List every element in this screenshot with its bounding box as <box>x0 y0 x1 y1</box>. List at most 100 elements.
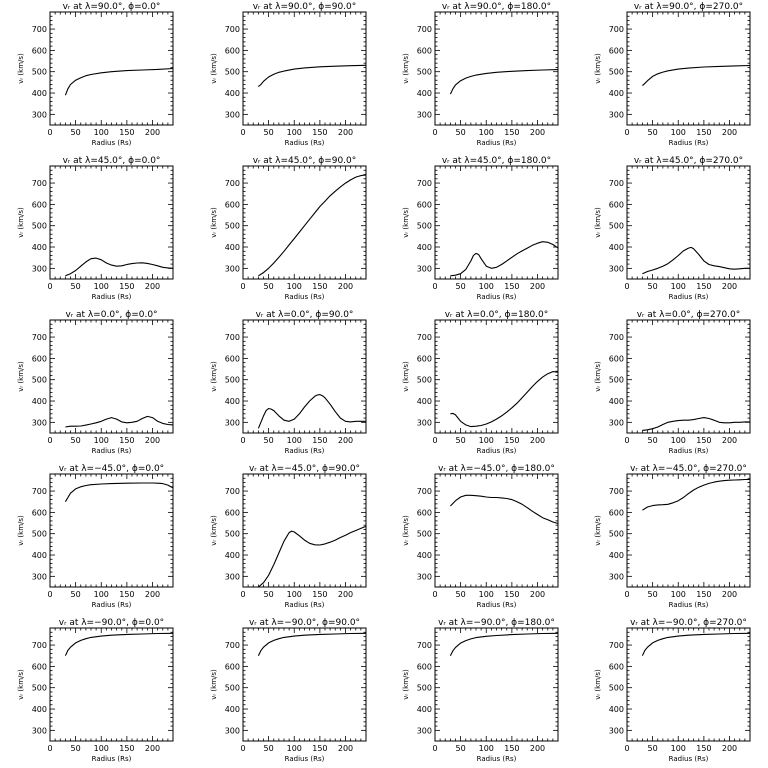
x-tick-label: 50 <box>71 282 81 291</box>
x-axis-label: Radius (Rs) <box>92 447 132 455</box>
y-tick-label: 300 <box>609 726 624 735</box>
y-tick-label: 700 <box>225 25 240 34</box>
x-tick-label: 0 <box>624 590 629 599</box>
x-axis-label: Radius (Rs) <box>669 293 709 301</box>
x-tick-label: 50 <box>648 590 658 599</box>
x-tick-label: 100 <box>671 128 686 137</box>
series-line <box>257 394 366 429</box>
x-axis-label: Radius (Rs) <box>92 755 132 763</box>
x-tick-label: 100 <box>94 744 109 753</box>
y-tick-label: 500 <box>417 376 432 385</box>
y-tick-label: 400 <box>417 705 432 714</box>
y-tick-label: 500 <box>417 684 432 693</box>
y-tick-label: 300 <box>609 572 624 581</box>
x-tick-label: 100 <box>479 436 494 445</box>
y-tick-label: 300 <box>32 264 47 273</box>
y-axis-label: vᵣ (km/s) <box>594 53 602 84</box>
plot-frame <box>242 319 367 434</box>
series-line <box>257 632 367 656</box>
y-tick-label: 700 <box>417 179 432 188</box>
y-axis-label: vᵣ (km/s) <box>17 669 25 700</box>
x-tick-label: 150 <box>696 128 711 137</box>
x-tick-label: 100 <box>671 744 686 753</box>
x-tick-label: 150 <box>504 590 519 599</box>
x-axis-label: Radius (Rs) <box>477 601 517 609</box>
y-tick-label: 700 <box>225 641 240 650</box>
y-tick-label: 700 <box>225 179 240 188</box>
x-tick-label: 0 <box>47 282 52 291</box>
x-tick-label: 200 <box>530 590 545 599</box>
x-tick-label: 50 <box>456 282 466 291</box>
x-tick-label: 200 <box>145 436 160 445</box>
series-line <box>65 257 174 277</box>
x-tick-label: 200 <box>338 590 353 599</box>
y-tick-label: 500 <box>225 68 240 77</box>
chart-panel: 0 50 100 150 200 300 400 500 600 700 vᵣ at λ=−90.0… <box>17 618 174 763</box>
chart-panel: 0 50 100 150 200 300 400 500 600 700 vᵣ at λ=−90.0… <box>402 618 559 763</box>
x-tick-label: 50 <box>264 590 274 599</box>
y-tick-label: 700 <box>32 179 47 188</box>
y-tick-label: 500 <box>225 222 240 231</box>
chart-title: vᵣ at λ=−45.0°, ϕ=90.0° <box>249 464 360 474</box>
x-tick-label: 0 <box>624 282 629 291</box>
x-tick-label: 100 <box>479 282 494 291</box>
y-tick-label: 700 <box>609 641 624 650</box>
chart-title: vᵣ at λ=0.0°, ϕ=0.0° <box>65 310 157 320</box>
chart-panel: 0 50 100 150 200 300 400 500 600 700 vᵣ at λ=−90.0… <box>594 618 751 763</box>
y-tick-label: 700 <box>417 487 432 496</box>
x-tick-label: 0 <box>240 436 245 445</box>
x-tick-label: 200 <box>530 436 545 445</box>
y-tick-label: 300 <box>32 110 47 119</box>
y-tick-label: 400 <box>609 243 624 252</box>
y-axis-label: vᵣ (km/s) <box>210 361 218 392</box>
x-axis-label: Radius (Rs) <box>285 601 325 609</box>
series-line <box>642 478 750 511</box>
y-tick-label: 300 <box>417 264 432 273</box>
y-tick-label: 600 <box>32 354 47 363</box>
x-tick-label: 200 <box>145 590 160 599</box>
y-axis-label: vᵣ (km/s) <box>210 669 218 700</box>
plot-frame <box>242 473 367 588</box>
x-tick-label: 150 <box>696 590 711 599</box>
x-tick-label: 50 <box>648 282 658 291</box>
x-tick-label: 100 <box>671 436 686 445</box>
y-tick-label: 400 <box>609 397 624 406</box>
x-tick-label: 100 <box>479 128 494 137</box>
plot-frame <box>49 165 174 280</box>
series-line <box>64 632 174 656</box>
chart-title: vᵣ at λ=−90.0°, ϕ=90.0° <box>249 618 360 628</box>
x-tick-label: 150 <box>119 590 134 599</box>
series-line <box>642 417 750 431</box>
y-tick-label: 700 <box>417 25 432 34</box>
chart-title: vᵣ at λ=−90.0°, ϕ=0.0° <box>59 618 164 628</box>
x-axis-label: Radius (Rs) <box>92 139 132 147</box>
x-tick-label: 0 <box>240 590 245 599</box>
chart-title: vᵣ at λ=0.0°, ϕ=270.0° <box>637 310 741 320</box>
y-axis-label: vᵣ (km/s) <box>210 207 218 238</box>
y-tick-label: 600 <box>417 46 432 55</box>
chart-panel: 0 50 100 150 200 300 400 500 600 700 vᵣ at λ=0.0°,… <box>402 310 559 455</box>
y-axis-label: vᵣ (km/s) <box>594 669 602 700</box>
x-tick-label: 50 <box>648 128 658 137</box>
x-tick-label: 0 <box>47 744 52 753</box>
x-tick-label: 200 <box>145 282 160 291</box>
plot-frame <box>434 627 559 742</box>
x-tick-label: 50 <box>456 590 466 599</box>
y-tick-label: 400 <box>225 243 240 252</box>
chart-panel: 0 50 100 150 200 300 400 500 600 700 vᵣ at λ=0.0°,… <box>594 310 751 455</box>
chart-panel: 0 50 100 150 200 300 400 500 600 700 vᵣ at λ=45.0°… <box>402 156 559 301</box>
y-tick-label: 700 <box>32 487 47 496</box>
y-tick-label: 400 <box>417 89 432 98</box>
x-tick-label: 100 <box>671 282 686 291</box>
x-tick-label: 150 <box>119 744 134 753</box>
y-axis-label: vᵣ (km/s) <box>17 207 25 238</box>
y-tick-label: 700 <box>417 641 432 650</box>
chart-panel: 0 50 100 150 200 300 400 500 600 700 vᵣ at λ=−45.0… <box>210 464 367 609</box>
y-tick-label: 300 <box>225 418 240 427</box>
y-tick-label: 700 <box>225 487 240 496</box>
x-tick-label: 0 <box>47 436 52 445</box>
chart-panel: 0 50 100 150 200 300 400 500 600 700 vᵣ at λ=0.0°,… <box>17 310 174 455</box>
plot-frame <box>49 319 174 434</box>
x-tick-label: 50 <box>456 744 466 753</box>
